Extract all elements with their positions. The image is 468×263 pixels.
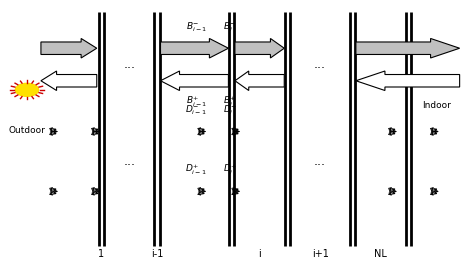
Text: $D_{i-1}^{+}$: $D_{i-1}^{+}$ [185,163,207,177]
FancyArrow shape [161,38,228,58]
FancyArrow shape [356,38,460,58]
Text: $B_{i-1}^{-}$: $B_{i-1}^{-}$ [185,21,207,34]
FancyArrow shape [41,71,97,90]
Text: ...: ... [124,155,135,168]
Text: i+1: i+1 [312,249,329,259]
FancyArrow shape [235,71,284,90]
Text: $D_{i}^{+}$: $D_{i}^{+}$ [223,163,237,177]
Text: ...: ... [314,58,326,71]
Text: i-1: i-1 [151,249,163,259]
Circle shape [15,83,38,96]
Text: ...: ... [314,155,326,168]
Text: Outdoor: Outdoor [8,126,45,135]
FancyArrow shape [41,38,97,58]
FancyArrow shape [356,71,460,90]
Text: i: i [258,249,261,259]
Text: $B_{i}^{-}$: $B_{i}^{-}$ [223,21,237,34]
Text: $B_{i}^{+}$: $B_{i}^{+}$ [223,95,237,109]
Text: NL: NL [374,249,387,259]
FancyArrow shape [161,71,228,90]
Text: $D_{i}^{-}$: $D_{i}^{-}$ [223,104,237,117]
Text: $D_{i-1}^{-}$: $D_{i-1}^{-}$ [185,104,207,117]
FancyArrow shape [235,38,284,58]
Text: 1: 1 [98,249,104,259]
Text: Indoor: Indoor [422,101,451,110]
Text: ...: ... [124,58,135,71]
Text: $B_{i-1}^{+}$: $B_{i-1}^{+}$ [185,95,207,109]
